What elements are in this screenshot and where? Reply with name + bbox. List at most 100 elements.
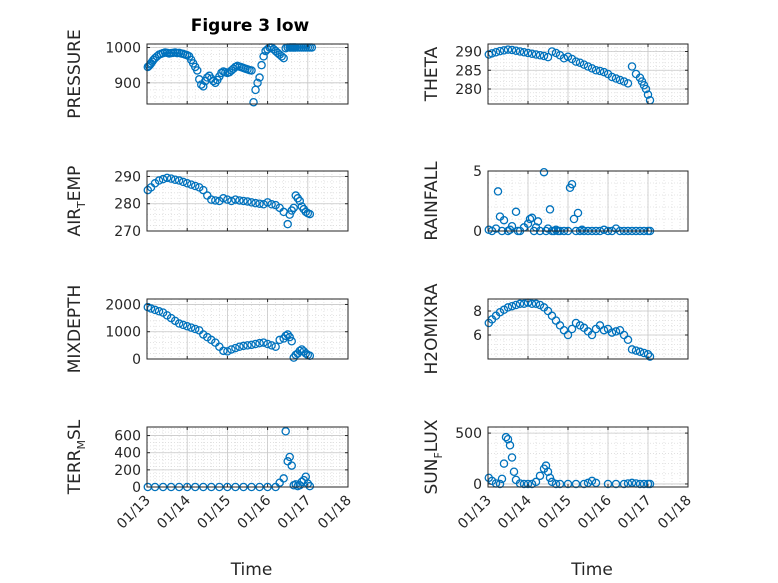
data-point — [503, 303, 513, 312]
data-point — [509, 467, 519, 476]
plot-area — [147, 299, 348, 359]
data-point — [211, 196, 220, 205]
data-point — [158, 174, 168, 184]
data-points — [143, 302, 315, 362]
major-grid — [147, 44, 348, 104]
data-point — [583, 62, 593, 71]
data-points — [143, 427, 315, 492]
axes-box — [487, 426, 689, 488]
data-point — [305, 481, 315, 491]
data-point — [639, 479, 649, 489]
panel-theta: 280 285 290 THETA — [422, 43, 689, 105]
y-axis-label: THETA — [422, 46, 442, 102]
data-point — [277, 52, 286, 61]
data-point — [231, 343, 240, 353]
data-point — [279, 474, 288, 483]
data-point — [499, 46, 509, 55]
data-point — [587, 330, 597, 340]
data-point — [182, 179, 192, 188]
data-point — [563, 479, 573, 489]
data-point — [301, 349, 311, 358]
y-tick-label: 0 — [132, 480, 141, 496]
data-point — [641, 84, 651, 94]
data-point — [247, 66, 256, 75]
data-point — [507, 221, 517, 231]
data-point — [209, 76, 218, 86]
data-point — [195, 75, 204, 84]
data-point — [615, 75, 625, 85]
data-point — [505, 441, 515, 450]
y-axis-label: RAINFALL — [422, 161, 442, 241]
data-point — [251, 339, 260, 349]
data-point — [174, 319, 184, 328]
data-point — [579, 479, 589, 489]
data-point — [587, 476, 597, 486]
x-axis-label: Time — [230, 560, 273, 580]
data-point — [603, 479, 613, 489]
data-point — [259, 52, 268, 61]
data-point — [567, 324, 577, 334]
axes-box — [487, 170, 689, 232]
data-point — [611, 479, 621, 489]
data-point — [259, 338, 268, 347]
data-point — [203, 73, 212, 82]
data-point — [507, 301, 517, 311]
data-point — [551, 479, 561, 489]
data-point — [297, 477, 307, 487]
data-point — [305, 209, 315, 219]
data-point — [192, 66, 202, 75]
panel-rainfall: 0 5 RAINFALL — [422, 161, 689, 241]
data-point — [235, 342, 244, 351]
data-point — [515, 299, 525, 309]
data-point — [247, 198, 256, 207]
data-point — [275, 335, 284, 345]
data-point — [527, 299, 537, 309]
data-point — [511, 46, 521, 56]
y-tick-label: 200 — [114, 463, 141, 479]
data-point — [547, 47, 557, 56]
data-point — [227, 196, 236, 206]
y-axis-label: PRESSURE — [65, 29, 85, 118]
data-point — [527, 49, 537, 59]
data-point — [491, 48, 501, 57]
data-point — [223, 195, 232, 204]
data-point — [503, 45, 513, 54]
panels: 900 1000 PRESSURE 280 285 290 THETA 270 280 290 AI… — [65, 29, 695, 580]
data-point — [231, 195, 240, 204]
data-point — [253, 78, 262, 88]
data-point — [595, 66, 605, 76]
y-tick-label: 500 — [455, 426, 482, 442]
data-point — [511, 300, 521, 310]
y-tick-label: 290 — [455, 45, 482, 61]
data-point — [519, 48, 529, 57]
data-point — [174, 176, 184, 185]
y-tick-label: 0 — [473, 477, 482, 493]
data-point — [539, 51, 549, 61]
data-point — [523, 48, 533, 58]
data-point — [543, 52, 553, 62]
data-point — [178, 320, 188, 330]
data-point — [199, 82, 208, 91]
data-point — [227, 345, 236, 354]
data-point — [281, 331, 290, 341]
y-tick-label: 270 — [114, 224, 141, 240]
data-point — [535, 51, 545, 60]
data-point — [545, 205, 555, 214]
data-point — [627, 345, 637, 354]
data-points — [484, 45, 655, 105]
data-point — [186, 323, 196, 332]
y-tick-label: 5 — [473, 164, 482, 180]
axes-box — [146, 43, 349, 105]
data-point — [523, 219, 533, 229]
data-point — [267, 200, 276, 209]
data-point — [217, 68, 226, 78]
axes-box — [146, 170, 349, 232]
data-point — [190, 181, 200, 191]
major-grid — [488, 44, 688, 104]
data-points — [143, 173, 315, 229]
x-axis-label: Time — [570, 560, 613, 580]
data-point — [190, 324, 200, 334]
data-point — [219, 346, 228, 356]
data-point — [527, 213, 537, 223]
